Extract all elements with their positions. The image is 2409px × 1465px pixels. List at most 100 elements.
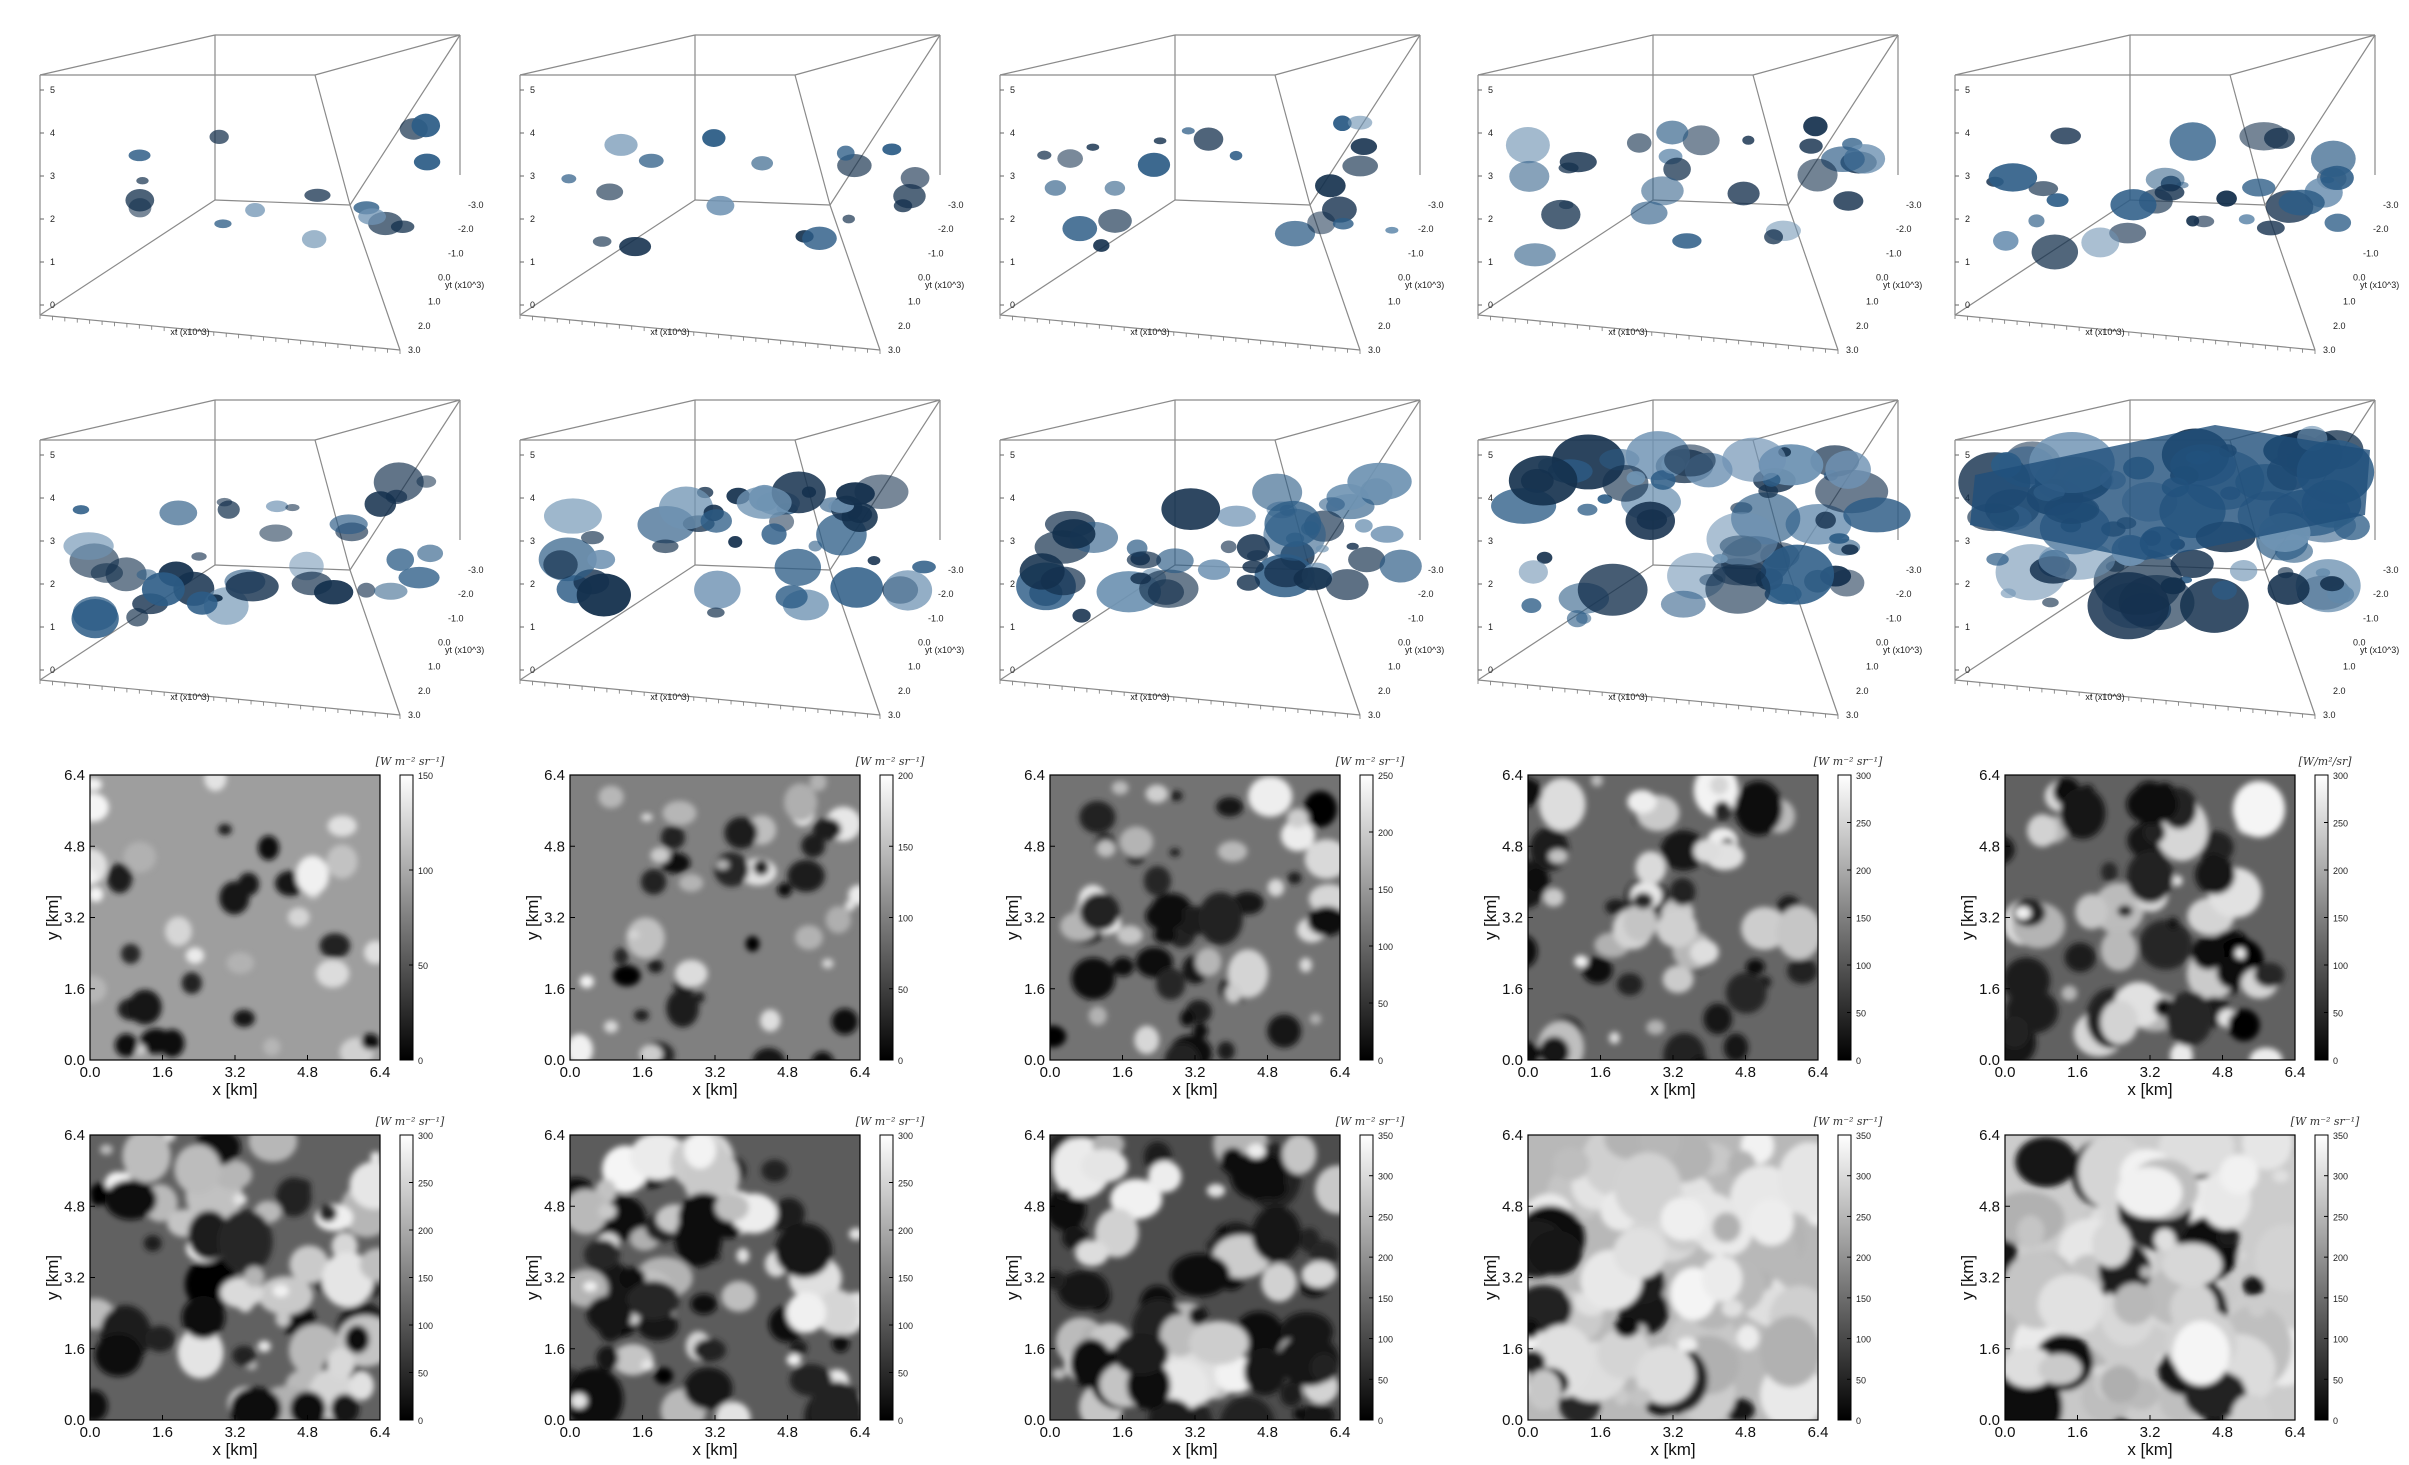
z-tick-label: 2 [1488, 214, 1493, 224]
cloud-shadow [724, 817, 758, 849]
y-tick-label: -3.0 [948, 565, 964, 575]
x-tick-label: 0.0 [1518, 1064, 1539, 1081]
cloud-blob [596, 183, 624, 201]
cloud-blob [736, 486, 792, 519]
cloud-shadow [1293, 1407, 1305, 1420]
cloud-bright [295, 855, 329, 895]
radiance-image [1528, 775, 1818, 1060]
radiance-map-panel-2: 0.0 1.6 3.2 4.8 6.4 0.0 1.6 3.2 4.8 6.4 x [km] y [k… [523, 745, 990, 1099]
z-tick-label: 0 [1488, 665, 1493, 675]
colorbar-tick-label: 50 [898, 985, 908, 995]
cloud-bright [349, 1161, 380, 1210]
z-tick-label: 1 [1965, 622, 1970, 632]
box-edge [314, 34, 461, 76]
y-tick-label: -3.0 [468, 200, 484, 210]
cloud-blob [1220, 540, 1237, 554]
z-tick-label: 5 [1965, 450, 1970, 460]
cloud-blob [1722, 437, 1786, 482]
x-tick-label: 1.6 [1112, 1424, 1133, 1441]
cloud-blob [2081, 227, 2120, 258]
cloud-blob [136, 177, 149, 185]
cloud-blob [1347, 115, 1373, 130]
cloud-blob [417, 544, 444, 563]
box-edge-bottom [999, 314, 1361, 351]
z-tick-label: 1 [1965, 257, 1970, 267]
cloud-bright [1286, 808, 1309, 828]
z-tick-label: 0 [1010, 300, 1015, 310]
cloud-shadow [1145, 901, 1184, 931]
colorbar-tick-label: 100 [898, 1321, 913, 1331]
cloud-blob [1799, 138, 1823, 154]
radiance-map-panel-1: 0.0 1.6 3.2 4.8 6.4 0.0 1.6 3.2 4.8 6.4 x [km] y [k… [43, 745, 510, 1099]
colorbar [1359, 774, 1374, 1061]
cloud-bright [1623, 903, 1658, 942]
radiance-image [570, 775, 860, 1060]
cloud-bright [1299, 957, 1313, 973]
cloud-blob [2239, 122, 2289, 151]
cloud-shadow [596, 1345, 619, 1371]
cloud-blob [1760, 544, 1835, 605]
x-tick-label: 6.4 [1808, 1424, 1829, 1441]
y-tick-label: 0.0 [918, 273, 931, 283]
cloud-bright [1701, 1255, 1743, 1302]
colorbar-tick-label: 200 [2333, 866, 2348, 876]
y-tick-label: 3.0 [2323, 345, 2336, 355]
y-tick-label: 0.0 [1876, 638, 1889, 648]
cloud-blob [2087, 572, 2170, 640]
cloud-shadow [586, 1295, 633, 1333]
cloud-shadow [318, 1204, 338, 1223]
colorbar-tick-label: 250 [2333, 1212, 2348, 1222]
cloud-blob [1385, 226, 1399, 234]
cloud-deck [1970, 425, 2370, 560]
y-tick-label: 3.2 [64, 1270, 85, 1287]
cloud-blob [358, 208, 387, 225]
z-tick-label: 3 [50, 171, 55, 181]
z-tick-label: 0 [50, 665, 55, 675]
cloud-blob [2321, 176, 2335, 184]
radiance-map-panel-3: 0.0 1.6 3.2 4.8 6.4 0.0 1.6 3.2 4.8 6.4 x [km] y [k… [1003, 745, 1470, 1099]
cloud-bright [2248, 1298, 2267, 1317]
y-tick-label: -1.0 [448, 613, 464, 623]
y-tick-label: -2.0 [938, 589, 954, 599]
y-tick-label: 6.4 [544, 1127, 565, 1144]
cloud-shadow [1153, 926, 1176, 944]
colorbar-tick-label: 150 [1378, 885, 1393, 895]
z-tick-label: 4 [1010, 128, 1015, 138]
cloud-bright [1690, 939, 1719, 965]
cloud-bright [122, 1135, 171, 1183]
cloud-blob [1660, 590, 1706, 618]
z-tick-label: 4 [50, 493, 55, 503]
cloud-blob [2242, 178, 2276, 197]
y-axis-label: y [km] [1003, 1255, 1022, 1300]
colorbar-unit-label: [W m⁻² sr⁻¹] [376, 755, 445, 768]
y-tick-label: 1.6 [1979, 1341, 2000, 1358]
cloud-shadow [1243, 1348, 1287, 1396]
z-tick-label: 5 [50, 85, 55, 95]
cloud-blob [1315, 174, 1346, 198]
colorbar-tick-label: 50 [1378, 999, 1388, 1009]
y-tick-label: 2.0 [898, 321, 911, 331]
cloud-bright [570, 1033, 593, 1060]
z-tick-label: 2 [530, 214, 535, 224]
cloud-blob [1742, 135, 1755, 145]
cloud-shadow [1528, 1350, 1546, 1375]
cloud-blob [1137, 152, 1171, 177]
cloud-bright [1282, 1135, 1317, 1175]
x-tick-label: 1.6 [152, 1424, 173, 1441]
y-axis-label: y [km] [523, 895, 542, 940]
y-tick-label: 3.0 [1368, 710, 1381, 720]
cloud-bright [715, 1401, 751, 1420]
y-tick-label: 0.0 [1502, 1412, 1523, 1429]
cloud-shadow [2194, 855, 2236, 895]
cloud-bright [90, 777, 103, 792]
cloud-shadow [1220, 1147, 1246, 1175]
cloud-blob [1630, 201, 1668, 225]
cloud-blob [830, 567, 883, 608]
cloud-blob [1521, 598, 1542, 614]
y-axis-label: yt (x10^3) [1883, 645, 1922, 655]
cloud-blob [2267, 572, 2310, 605]
y-tick-label: 0.0 [1502, 1052, 1523, 1069]
cloud-blob [2169, 122, 2216, 161]
cloud-blob [1062, 215, 1098, 242]
y-tick-label: 3.2 [64, 910, 85, 927]
